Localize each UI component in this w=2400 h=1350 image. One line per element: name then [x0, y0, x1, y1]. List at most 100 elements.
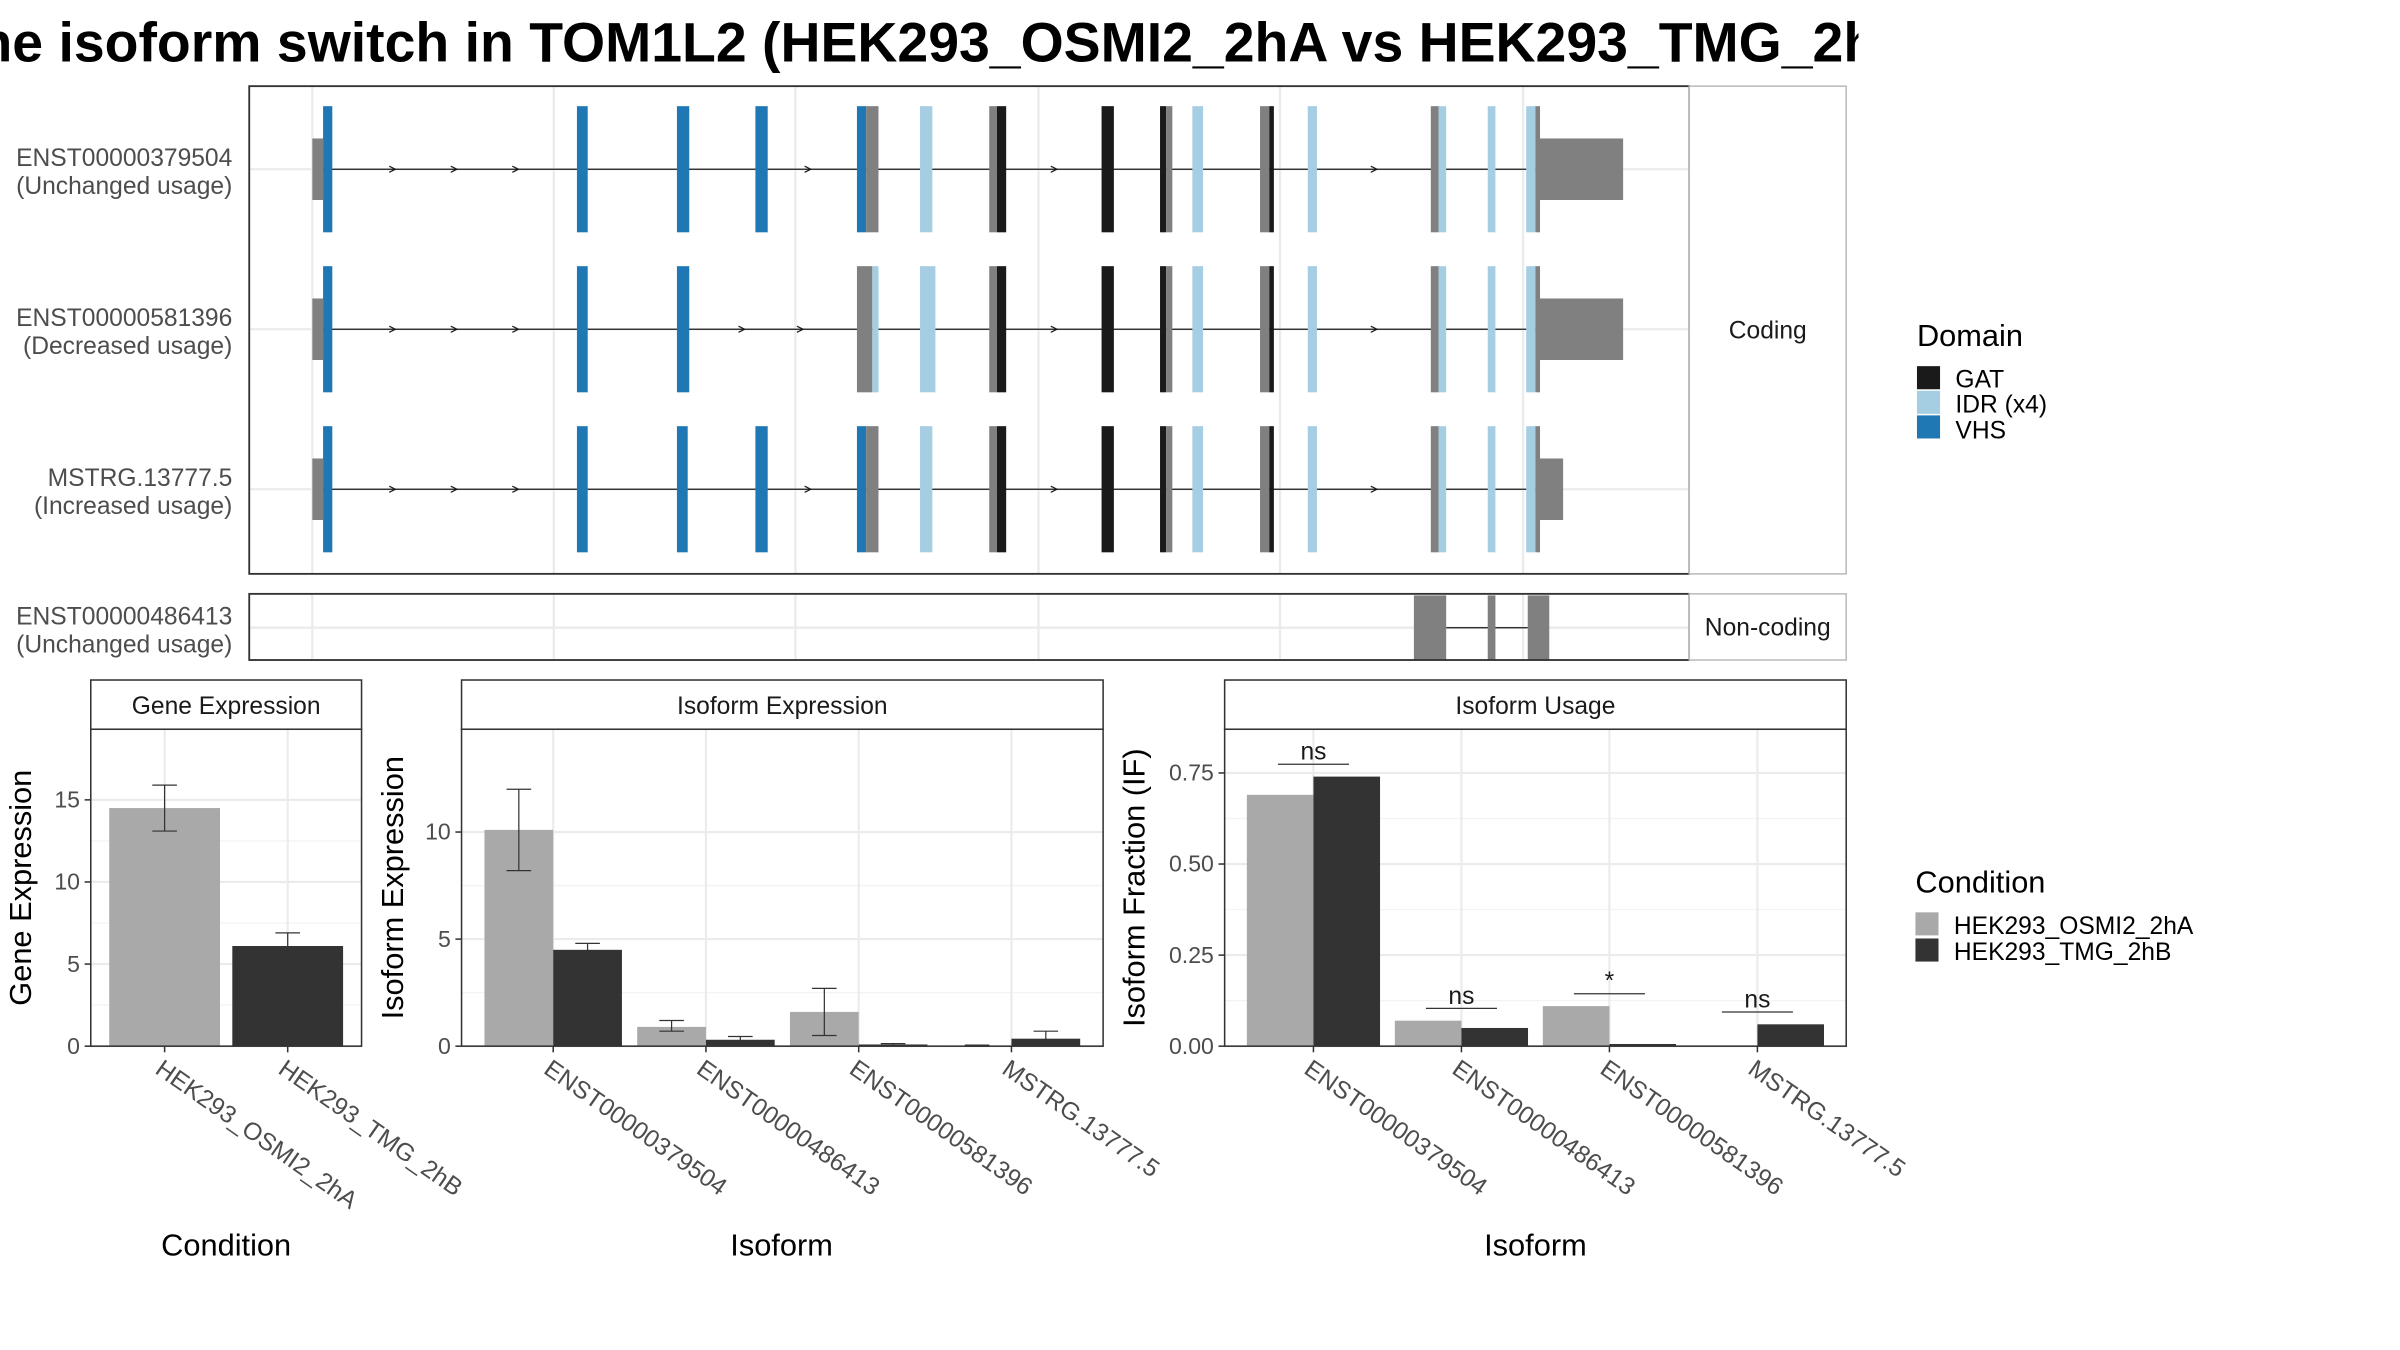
bar: [1542, 1006, 1610, 1047]
y-tick-label: 5: [67, 951, 80, 977]
exon-block: [1487, 106, 1496, 233]
legend-label-idr: IDR (x4): [1955, 391, 2047, 418]
figure-title: he isoform switch in TOM1L2 (HEK293_OSMI…: [0, 12, 1936, 74]
isoform-structure-panel: ENST00000379504(Unchanged usage)ENST0000…: [16, 85, 1691, 661]
isoform-label-usage: (Decreased usage): [23, 333, 232, 360]
exon-block: [1438, 106, 1447, 233]
utr-block: [312, 298, 324, 361]
legend-swatch-idr: [1916, 390, 1941, 414]
condition-legend: Condition HEK293_OSMI2_2hA HEK293_TMG_2h…: [1915, 864, 2194, 966]
chart-panel-border: [90, 728, 363, 1047]
exon-block: [1192, 426, 1204, 553]
exon-block: [1438, 266, 1447, 393]
bar: [1394, 1020, 1462, 1047]
bar: [1246, 794, 1314, 1047]
exon-block: [1487, 595, 1496, 661]
legend-swatch-gat: [1916, 366, 1941, 390]
x-tick-label: MSTRG.13777.5: [997, 1055, 1164, 1183]
exon-block: [676, 106, 690, 233]
facet-label-noncoding: Non-coding: [1705, 614, 1831, 641]
exon-block: [1307, 266, 1317, 393]
strand-arrow: [1050, 485, 1059, 493]
exon-block: [866, 426, 879, 553]
bar: [109, 808, 221, 1047]
bar: [232, 946, 344, 1047]
strand-arrow: [512, 325, 520, 333]
y-tick-label: 0: [438, 1033, 451, 1059]
exon-block: [1430, 426, 1439, 553]
chart-strip: [1223, 679, 1847, 731]
y-axis-title: Isoform Fraction (IF): [1117, 748, 1152, 1027]
x-axis-title: Isoform: [730, 1227, 833, 1262]
strand-arrow: [388, 485, 397, 493]
exon-block: [1413, 595, 1447, 661]
strand-arrow: [804, 485, 813, 493]
isoform-label-id: ENST00000581396: [16, 305, 232, 332]
utr-block: [312, 138, 324, 201]
exon-block: [576, 426, 588, 553]
significance-label: ns: [1744, 986, 1770, 1013]
exon-block: [1260, 266, 1270, 393]
exon-block: [1307, 106, 1317, 233]
exon-block: [920, 266, 936, 393]
legend-label-cond-a: HEK293_OSMI2_2hA: [1954, 913, 2194, 940]
exon-block: [1535, 266, 1541, 393]
chart-panel-border: [1223, 728, 1847, 1047]
domain-legend: Domain GAT IDR (x4) VHS: [1916, 318, 2047, 444]
bar: [553, 949, 622, 1047]
legend-swatch-cond-a: [1915, 912, 1939, 936]
strand-arrow: [450, 325, 459, 333]
y-tick-label: 0.25: [1169, 942, 1214, 968]
exon-block: [1166, 266, 1173, 393]
y-tick-label: 0.75: [1169, 760, 1214, 786]
exon-block: [1430, 106, 1439, 233]
exon-block: [1526, 426, 1536, 553]
legend-label-vhs: VHS: [1955, 417, 2006, 444]
x-axis-title: Isoform: [1484, 1227, 1587, 1262]
chart-1: Isoform Expression0510ENST00000379504ENS…: [375, 679, 1164, 1262]
legend-label-gat: GAT: [1955, 367, 2004, 394]
exon-block: [1526, 106, 1536, 233]
utr-block: [1538, 458, 1564, 521]
exon-block: [856, 266, 873, 393]
facet-strip-noncoding: Non-coding: [1688, 593, 1847, 661]
strand-arrow: [388, 165, 397, 173]
exon-block: [1535, 426, 1541, 553]
exon-block: [856, 106, 867, 233]
isoform-label-usage: (Unchanged usage): [16, 173, 232, 200]
isoform-row: ENST00000581396(Decreased usage): [16, 266, 1624, 393]
facet-strip-coding: Coding: [1688, 85, 1847, 575]
chart-title: Isoform Expression: [677, 693, 888, 720]
exon-block: [989, 266, 997, 393]
y-axis-title: Isoform Expression: [375, 756, 410, 1019]
isoform-row: MSTRG.13777.5(Increased usage): [34, 426, 1564, 553]
utr-block: [312, 458, 324, 521]
exon-block: [989, 426, 997, 553]
exon-block: [856, 426, 867, 553]
isoform-row: ENST00000486413(Unchanged usage): [16, 595, 1550, 661]
utr-block: [1538, 138, 1624, 201]
y-tick-label: 10: [425, 819, 451, 845]
y-axis-title: Gene Expression: [3, 770, 38, 1006]
isoform-label-id: MSTRG.13777.5: [48, 465, 233, 492]
exon-block: [1160, 426, 1167, 553]
exon-block: [1166, 426, 1173, 553]
exon-block: [676, 266, 690, 393]
chart-2: Isoform Usagensns*ns0.000.250.500.75ENST…: [1117, 679, 1910, 1262]
bar: [1313, 776, 1381, 1047]
x-axis-title: Condition: [161, 1227, 291, 1262]
bar: [1609, 1043, 1677, 1047]
exon-block: [1192, 266, 1204, 393]
exon-block: [1527, 595, 1550, 661]
exon-block: [323, 106, 333, 233]
exon-block: [1192, 106, 1204, 233]
y-tick-label: 10: [54, 869, 80, 895]
strand-arrow: [450, 165, 459, 173]
strand-arrow: [804, 165, 813, 173]
strand-arrow: [796, 325, 805, 333]
exon-block: [920, 106, 933, 233]
exon-block: [755, 426, 768, 553]
isoform-label-id: ENST00000379504: [16, 145, 232, 172]
isoform-label-usage: (Unchanged usage): [16, 631, 232, 658]
condition-legend-title: Condition: [1915, 864, 2045, 899]
